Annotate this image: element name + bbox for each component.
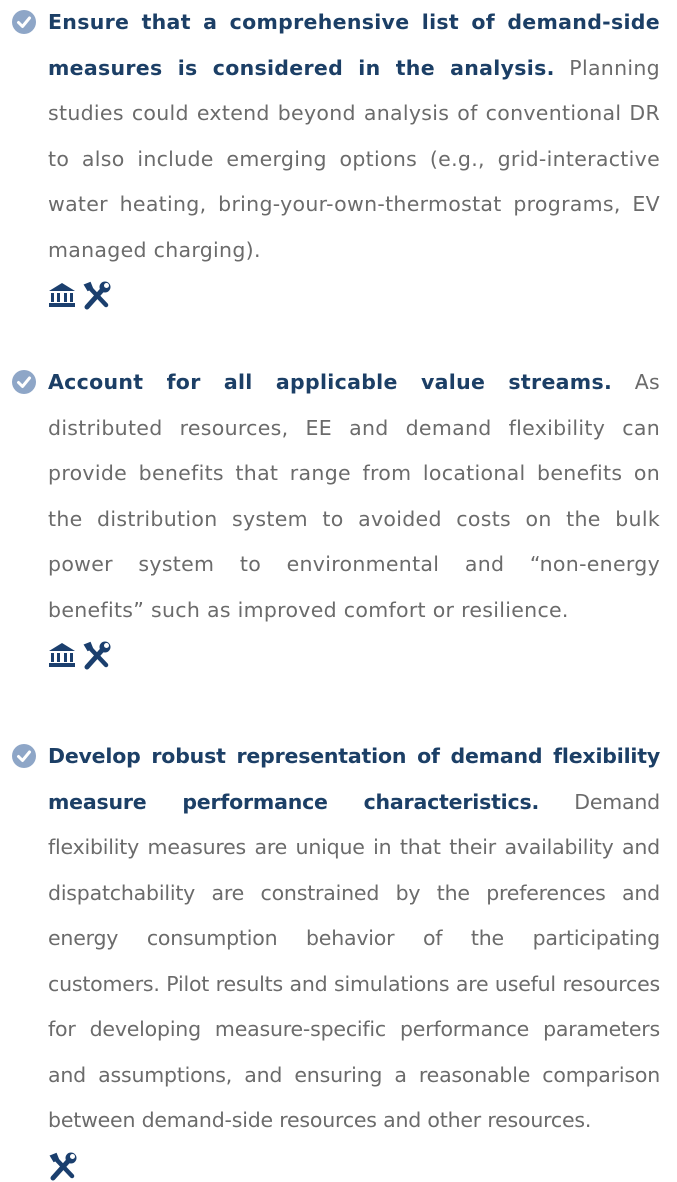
paragraph: Ensure that a comprehensive list of dema… — [48, 0, 660, 273]
item: Ensure that a comprehensive list of dema… — [12, 0, 660, 311]
item: Develop robust representation of demand … — [12, 734, 660, 1182]
lead: Ensure that a comprehensive list of dema… — [48, 10, 660, 80]
body: Demand flexibility measures are unique i… — [48, 789, 660, 1133]
icons — [48, 281, 660, 311]
tools-icon — [82, 641, 112, 671]
lead: Develop robust representation of demand … — [48, 744, 660, 814]
body: Planning studies could extend beyond ana… — [48, 55, 660, 262]
paragraph: Develop robust representation of demand … — [48, 734, 660, 1144]
icons — [48, 641, 660, 671]
institution-icon — [49, 283, 75, 307]
check-icon — [12, 370, 36, 394]
check-icon — [12, 744, 36, 768]
lead: Account for all applicable value streams… — [48, 370, 613, 394]
paragraph: Account for all applicable value streams… — [48, 360, 660, 633]
institution-icon — [49, 643, 75, 667]
item: Account for all applicable value streams… — [12, 360, 660, 671]
check-icon — [12, 10, 36, 34]
icons — [48, 1152, 660, 1182]
tools-icon — [82, 281, 112, 311]
tools-icon — [48, 1152, 78, 1182]
body: As distributed resources, EE and demand … — [48, 370, 660, 622]
